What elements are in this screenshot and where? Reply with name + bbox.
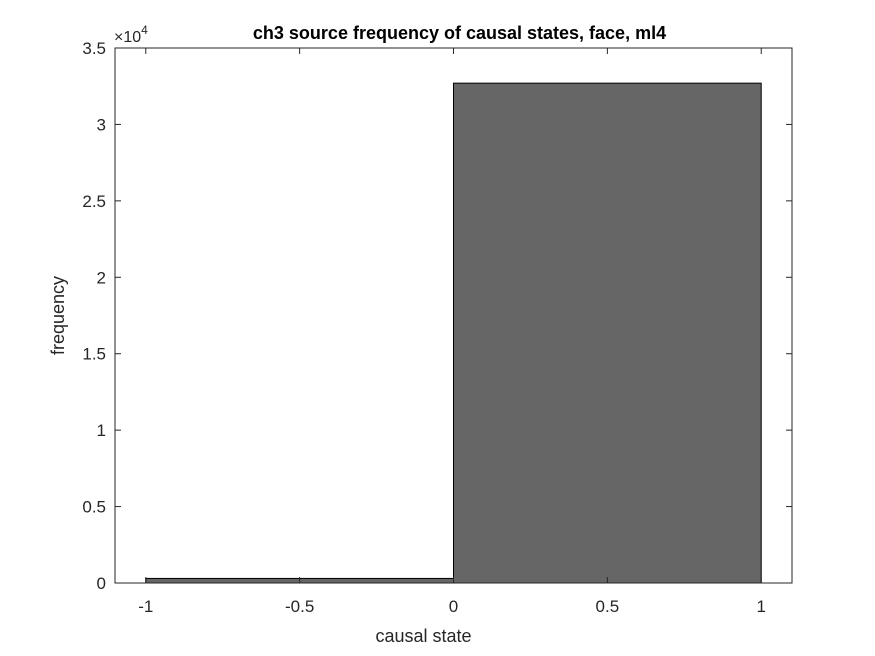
y-tick-label: 2	[97, 268, 106, 287]
x-tick-label: 1	[756, 597, 765, 616]
x-tick-label: 0	[449, 597, 458, 616]
y-tick-label: 0	[97, 574, 106, 593]
y-tick-label: 3.5	[82, 39, 106, 58]
y-exponent-base: ×10	[114, 29, 141, 46]
y-axis-label: frequency	[48, 276, 68, 355]
ticks-layer	[115, 47, 792, 584]
chart-title: ch3 source frequency of causal states, f…	[253, 23, 666, 43]
x-axis-label: causal state	[375, 626, 471, 646]
y-tick-label: 0.5	[82, 498, 106, 517]
y-exponent-power: 4	[141, 23, 148, 37]
histogram-bar-2	[453, 82, 762, 584]
x-tick-label: -1	[138, 597, 153, 616]
y-tick-label: 2.5	[82, 192, 106, 211]
y-tick-label: 3	[97, 115, 106, 134]
y-tick-label: 1	[97, 421, 106, 440]
y-axis-exponent: ×104	[114, 23, 148, 46]
bars-layer	[145, 82, 762, 584]
x-tick-label: -0.5	[285, 597, 314, 616]
x-tick-label: 0.5	[596, 597, 620, 616]
tick-labels-layer: -1 -0.5 0 0.5 1 0 0.5 1 1.5 2 2.5 3 3.5	[82, 39, 766, 616]
y-tick-label: 1.5	[82, 345, 106, 364]
